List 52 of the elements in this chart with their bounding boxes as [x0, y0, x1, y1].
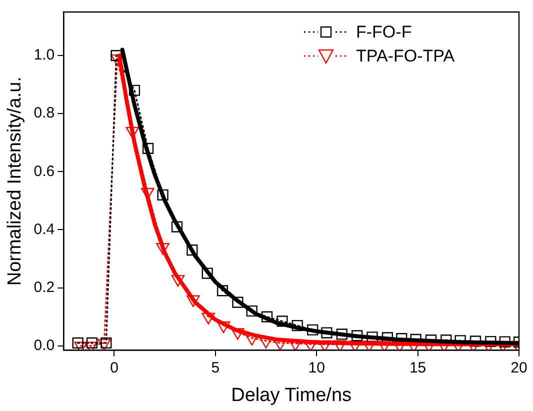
y-tick-label: 1.0	[34, 46, 55, 64]
x-tick-label: 0	[110, 359, 118, 376]
point	[352, 330, 363, 342]
point	[362, 340, 376, 350]
point	[97, 338, 111, 350]
point	[307, 324, 318, 336]
point	[470, 336, 482, 347]
point	[485, 336, 496, 348]
y-tick-label: 0.2	[34, 278, 55, 296]
y-tick-label: 0.6	[34, 162, 55, 180]
point	[348, 340, 362, 350]
point	[392, 340, 406, 350]
point	[216, 321, 230, 334]
legend-label: F-FO-F	[356, 22, 412, 42]
point	[171, 274, 185, 287]
point	[142, 142, 154, 154]
y-tick-label: 0.8	[34, 104, 55, 122]
y-axis-title: Normalized Intensity/a.u.	[4, 76, 26, 286]
legend-label: TPA-FO-TPA	[356, 46, 456, 66]
point	[128, 84, 140, 96]
point	[245, 334, 259, 346]
x-tick-label: 15	[409, 359, 426, 376]
x-tick-label: 20	[510, 359, 528, 376]
point	[171, 221, 183, 232]
x-axis-title: Delay Time/ns	[231, 384, 352, 406]
point	[186, 244, 198, 256]
point	[216, 285, 228, 296]
point	[336, 328, 348, 340]
point	[276, 316, 288, 327]
point	[157, 189, 168, 200]
point	[202, 268, 213, 279]
point	[246, 305, 258, 317]
point	[318, 340, 332, 350]
point	[110, 50, 122, 62]
point	[72, 337, 84, 348]
point	[100, 337, 112, 348]
point	[333, 340, 347, 350]
point	[231, 328, 244, 340]
point	[321, 327, 332, 338]
point	[259, 336, 273, 349]
y-tick-label: 0.0	[34, 336, 55, 354]
x-tick-label: 10	[308, 359, 325, 376]
point	[378, 340, 392, 350]
point	[186, 295, 200, 307]
x-tick-label: 5	[211, 359, 220, 376]
point	[202, 312, 216, 324]
point	[499, 336, 510, 348]
point	[261, 311, 273, 322]
y-tick-label: 0.4	[34, 220, 55, 238]
point	[292, 320, 303, 332]
point	[86, 337, 98, 348]
point	[232, 296, 244, 308]
